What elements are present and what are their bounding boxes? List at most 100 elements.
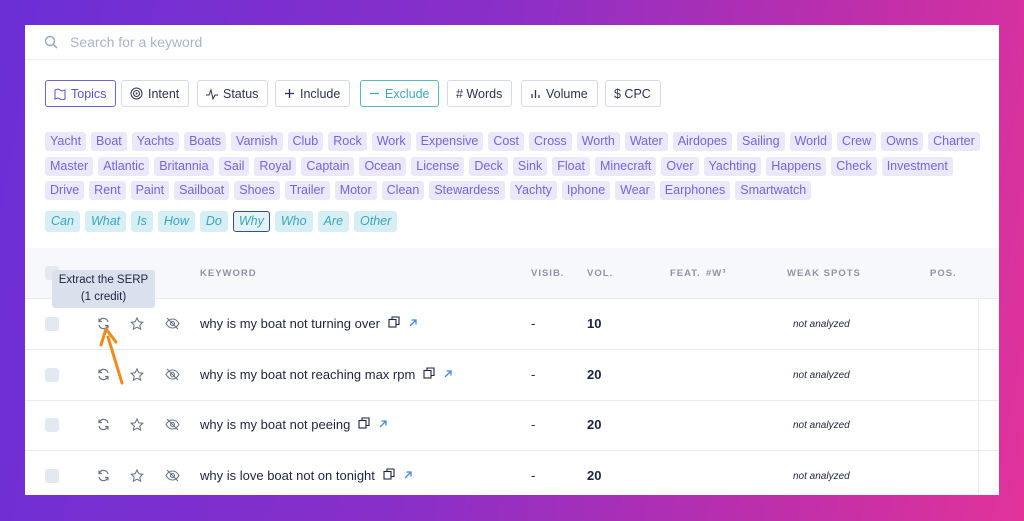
row-action[interactable] — [165, 317, 180, 335]
topic-chip[interactable]: Wear — [615, 181, 655, 200]
topic-chip[interactable]: Crew — [836, 132, 877, 151]
topic-chip[interactable]: Club — [287, 132, 324, 151]
keyword[interactable]: why is my boat not turning over — [200, 316, 380, 331]
keyword[interactable]: why is love boat not on tonight — [200, 467, 375, 483]
topic-chip[interactable]: Deck — [469, 156, 508, 176]
topic-chip[interactable]: Rock — [328, 132, 367, 151]
filter-button[interactable]: Include — [275, 80, 351, 107]
topic-chip[interactable]: Expensive — [415, 132, 484, 151]
copy-button[interactable] — [388, 316, 400, 331]
topic-chip[interactable]: Iphone — [561, 181, 611, 200]
header[interactable]: VOL. — [587, 268, 614, 279]
topic-chip[interactable]: Rent — [89, 181, 126, 200]
copy-button[interactable] — [423, 366, 435, 382]
row-action[interactable] — [165, 418, 180, 436]
topic-chip[interactable]: Yacht — [45, 132, 87, 151]
row-action[interactable] — [165, 469, 180, 487]
row-action[interactable] — [129, 367, 145, 387]
copy-button[interactable] — [358, 417, 370, 432]
row-action[interactable] — [97, 469, 110, 487]
topic-chip[interactable]: Motor — [334, 181, 377, 200]
row-action[interactable] — [97, 418, 110, 436]
question-chip[interactable]: Other — [354, 211, 398, 232]
topic-chip[interactable]: Worth — [576, 132, 620, 151]
topic-chip[interactable]: Drive — [45, 181, 85, 200]
topic-chip[interactable]: Owns — [881, 132, 924, 151]
topic-chip[interactable]: Boat — [91, 132, 127, 151]
filter-button[interactable]: # Words — [447, 80, 513, 107]
row-checkbox[interactable] — [45, 367, 59, 382]
question-chip[interactable]: Can — [45, 211, 80, 232]
topic-chip[interactable]: Sink — [512, 156, 548, 176]
topic-chip[interactable]: Britannia — [154, 156, 214, 176]
topic-chip[interactable]: World — [789, 132, 832, 151]
topic-chip[interactable]: Sailboat — [174, 181, 230, 200]
question-chip[interactable]: How — [157, 211, 195, 232]
row-checkbox[interactable] — [45, 468, 59, 483]
topic-chip[interactable]: Yachting — [703, 156, 762, 176]
topic-chip[interactable]: Airdopes — [672, 132, 733, 151]
topic-chip[interactable]: Sailing — [737, 132, 785, 151]
question-chip[interactable]: What — [84, 211, 127, 232]
topic-chip[interactable]: Minecraft — [595, 156, 657, 176]
question-chip[interactable]: Who — [274, 211, 313, 232]
topic-chip[interactable]: Water — [624, 132, 668, 151]
keyword[interactable]: why is my boat not peeing — [200, 417, 351, 432]
topic-chip[interactable]: Happens — [766, 156, 827, 176]
row-action[interactable] — [97, 368, 110, 386]
open-link[interactable] — [408, 316, 418, 331]
topic-chip[interactable]: Over — [661, 156, 699, 176]
topic-chip[interactable]: Sail — [218, 156, 250, 176]
topic-chip[interactable]: Stewardess — [429, 181, 505, 200]
topic-chip[interactable]: Float — [552, 156, 590, 176]
topic-chip[interactable]: Smartwatch — [735, 181, 812, 200]
filter-button[interactable]: Topics — [45, 80, 117, 107]
copy-button[interactable] — [383, 467, 395, 483]
question-chip[interactable]: Why — [232, 211, 270, 232]
search-bar[interactable]: Search for a keyword — [25, 25, 999, 60]
open-link[interactable] — [443, 367, 453, 382]
topic-chip[interactable]: Varnish — [231, 132, 283, 151]
topic-chip[interactable]: Check — [831, 156, 877, 176]
row-checkbox[interactable] — [45, 418, 59, 432]
filter-button[interactable]: $ CPC — [605, 80, 661, 107]
topic-chip[interactable]: License — [411, 156, 465, 176]
open-link[interactable] — [378, 417, 388, 432]
filter-button[interactable]: Intent — [121, 80, 190, 107]
filter-button[interactable]: Status — [197, 80, 269, 107]
topic-chip[interactable]: Shoes — [234, 181, 280, 200]
filter-button[interactable]: Exclude — [360, 80, 440, 107]
topic-chip[interactable]: Work — [371, 132, 411, 151]
open-link[interactable] — [403, 468, 413, 483]
keyword[interactable]: why is my boat not reaching max rpm — [200, 366, 416, 382]
topic-chip[interactable]: Earphones — [659, 181, 731, 200]
row-action[interactable] — [129, 316, 145, 336]
topic-chip[interactable]: Charter — [928, 132, 980, 151]
topic-chip[interactable]: Cost — [488, 132, 525, 151]
topic-chip[interactable]: Yachts — [131, 132, 180, 151]
row-action[interactable] — [97, 317, 110, 335]
header[interactable]: WEAK SPOTS — [787, 268, 861, 279]
keyword-cell: why is love boat not on tonight — [200, 468, 413, 483]
topic-chip[interactable]: Captain — [301, 156, 355, 176]
arrow — [99, 327, 124, 385]
topic-chip[interactable]: Royal — [254, 156, 297, 176]
topic-chip[interactable]: Cross — [529, 132, 572, 151]
question-chip[interactable]: Do — [199, 211, 228, 232]
topic-chip[interactable]: Investment — [881, 156, 953, 176]
topic-chip[interactable]: Trailer — [284, 181, 330, 200]
topic-chip[interactable]: Paint — [130, 181, 170, 200]
row-checkbox[interactable] — [45, 317, 59, 331]
topic-chip[interactable]: Yachty — [509, 181, 557, 200]
row-action[interactable] — [129, 417, 145, 437]
question-chip[interactable]: Are — [317, 211, 350, 232]
topic-chip[interactable]: Boats — [184, 132, 227, 151]
topic-chip[interactable]: Atlantic — [98, 156, 150, 176]
topic-chip[interactable]: Clean — [381, 181, 425, 200]
row-action[interactable] — [129, 468, 145, 488]
row-action[interactable] — [165, 368, 180, 386]
topic-chip[interactable]: Ocean — [359, 156, 407, 176]
filter-button[interactable]: Volume — [521, 80, 598, 107]
question-chip[interactable]: Is — [131, 211, 153, 232]
topic-chip[interactable]: Master — [45, 156, 94, 176]
